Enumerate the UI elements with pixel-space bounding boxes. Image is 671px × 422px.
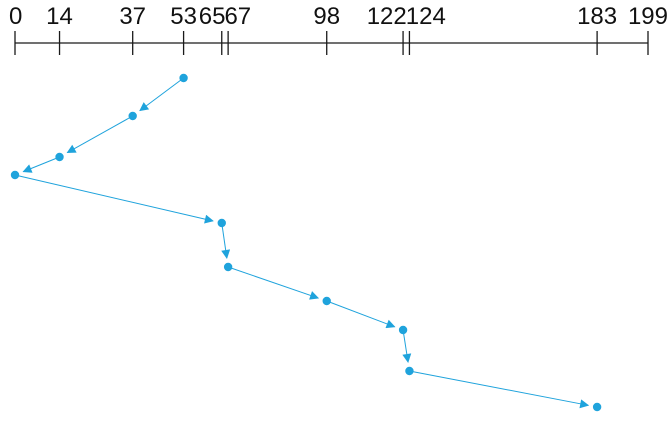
tick-label-124: 124 (406, 3, 446, 30)
path-segment-65-to-67 (221, 222, 231, 259)
tick-marks (14, 31, 649, 55)
tick-label-183: 183 (577, 3, 617, 30)
path-segment-37-to-14 (66, 115, 133, 154)
tick-label-14: 14 (46, 3, 73, 30)
request-point-124 (405, 366, 414, 376)
request-point-65 (217, 218, 226, 228)
tick-label-199: 199 (628, 3, 668, 30)
tick-label-98: 98 (313, 3, 340, 30)
head-movement-path (14, 77, 590, 409)
tick-label-37: 37 (119, 3, 146, 30)
path-segment-122-to-124 (402, 329, 412, 363)
request-point-98 (322, 296, 331, 306)
request-point-67 (223, 262, 233, 272)
path-segment-98-to-122 (326, 300, 396, 329)
path-segment-124-to-183 (409, 370, 590, 409)
tick-label-53: 53 (170, 3, 197, 30)
request-point-53 (179, 73, 188, 83)
path-segment-67-to-98 (227, 266, 320, 300)
request-point-37 (128, 111, 137, 121)
request-point-0 (10, 170, 20, 180)
request-points (10, 73, 602, 412)
path-segment-0-to-65 (14, 174, 214, 224)
tick-labels: 0 14 37 53 65 67 98 122 124 183 199 (9, 3, 668, 30)
request-point-183 (592, 402, 602, 412)
request-point-122 (398, 325, 408, 335)
tick-label-67: 67 (224, 3, 251, 30)
tick-label-0: 0 (9, 3, 22, 30)
path-segment-14-to-0 (22, 156, 60, 173)
request-point-14 (55, 152, 64, 162)
path-segment-53-to-37 (139, 77, 184, 112)
tick-label-122: 122 (367, 3, 407, 30)
tick-label-65: 65 (199, 3, 226, 30)
